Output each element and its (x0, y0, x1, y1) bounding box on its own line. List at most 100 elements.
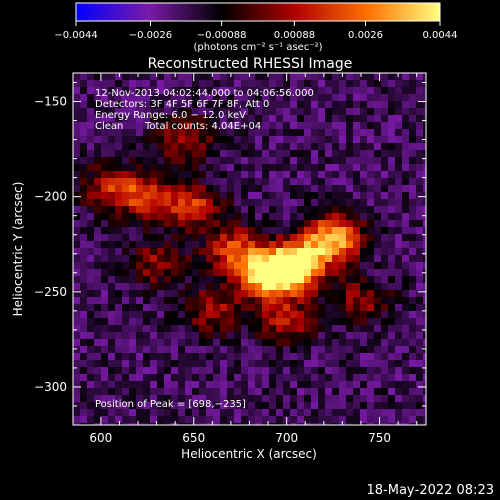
heatmap-cell (108, 248, 116, 256)
heatmap-cell (290, 115, 298, 123)
heatmap-cell (115, 87, 123, 95)
heatmap-cell (220, 234, 228, 242)
colorbar-tick-label: −0.0026 (129, 30, 172, 41)
heatmap-cell (346, 374, 354, 382)
heatmap-cell (276, 360, 284, 368)
heatmap-cell (276, 318, 284, 326)
heatmap-cell (115, 318, 123, 326)
heatmap-cell (332, 101, 340, 109)
heatmap-cell (416, 346, 424, 354)
heatmap-cell (241, 143, 249, 151)
heatmap-cell (339, 367, 347, 375)
heatmap-cell (129, 115, 137, 123)
heatmap-cell (234, 129, 242, 137)
heatmap-cell (122, 136, 130, 144)
heatmap-cell (213, 227, 221, 235)
heatmap-cell (367, 318, 375, 326)
heatmap-cell (423, 346, 426, 354)
chart-title: Reconstructed RHESSI Image (148, 56, 353, 72)
heatmap-cell (73, 283, 81, 291)
heatmap-cell (409, 157, 417, 165)
heatmap-cell (332, 248, 340, 256)
heatmap-cell (136, 388, 144, 396)
heatmap-cell (150, 87, 158, 95)
heatmap-cell (178, 388, 186, 396)
heatmap-cell (346, 423, 354, 425)
heatmap-cell (164, 213, 172, 221)
heatmap-cell (374, 339, 382, 347)
heatmap-cell (304, 248, 312, 256)
heatmap-cell (122, 290, 130, 298)
heatmap-cell (332, 227, 340, 235)
heatmap-cell (346, 276, 354, 284)
heatmap-cell (255, 129, 263, 137)
heatmap-cell (143, 416, 151, 424)
heatmap-cell (304, 199, 312, 207)
heatmap-cell (332, 353, 340, 361)
heatmap-cell (129, 129, 137, 137)
heatmap-cell (381, 171, 389, 179)
heatmap-cell (164, 353, 172, 361)
heatmap-cell (248, 402, 256, 410)
heatmap-cell (185, 409, 193, 417)
heatmap-cell (94, 150, 102, 158)
heatmap-cell (129, 297, 137, 305)
heatmap-cell (80, 234, 88, 242)
heatmap-cell (381, 213, 389, 221)
heatmap-cell (360, 73, 368, 81)
heatmap-cell (80, 87, 88, 95)
heatmap-cell (276, 339, 284, 347)
heatmap-cell (136, 192, 144, 200)
heatmap-cell (318, 381, 326, 389)
heatmap-cell (192, 101, 200, 109)
heatmap-cell (178, 129, 186, 137)
heatmap-cell (213, 269, 221, 277)
heatmap-cell (269, 164, 277, 172)
heatmap-cell (206, 255, 214, 263)
heatmap-cell (360, 213, 368, 221)
heatmap-cell (283, 346, 291, 354)
heatmap-cell (402, 213, 410, 221)
heatmap-cell (304, 423, 312, 425)
heatmap-cell (346, 353, 354, 361)
heatmap-cell (353, 262, 361, 270)
heatmap-cell (122, 248, 130, 256)
heatmap-cell (213, 80, 221, 88)
heatmap-cell (101, 353, 109, 361)
heatmap-cell (395, 325, 403, 333)
heatmap-cell (94, 115, 102, 123)
heatmap-cell (122, 73, 130, 81)
heatmap-cell (409, 269, 417, 277)
heatmap-cell (311, 346, 319, 354)
heatmap-cell (213, 297, 221, 305)
heatmap-cell (374, 346, 382, 354)
heatmap-cell (339, 276, 347, 284)
heatmap-cell (311, 157, 319, 165)
heatmap-cell (290, 304, 298, 312)
heatmap-cell (178, 346, 186, 354)
heatmap-cell (395, 164, 403, 172)
heatmap-cell (122, 122, 130, 130)
heatmap-cell (262, 325, 270, 333)
heatmap-cell (164, 416, 172, 424)
detectors-annotation: Detectors: 3F 4F 5F 6F 7F 8F, Att 0 (95, 99, 269, 110)
heatmap-cell (339, 241, 347, 249)
heatmap-cell (262, 318, 270, 326)
heatmap-cell (157, 416, 165, 424)
heatmap-cell (227, 255, 235, 263)
heatmap-cell (185, 136, 193, 144)
heatmap-cell (136, 318, 144, 326)
heatmap-cell (157, 381, 165, 389)
heatmap-cell (262, 220, 270, 228)
heatmap-cell (185, 262, 193, 270)
heatmap-cell (199, 283, 207, 291)
heatmap-cell (227, 143, 235, 151)
heatmap-cell (290, 108, 298, 116)
x-tick-label: 650 (182, 431, 205, 445)
heatmap-cell (178, 248, 186, 256)
heatmap-cell (213, 367, 221, 375)
y-tick-label: −200 (34, 190, 67, 204)
heatmap-cell (269, 360, 277, 368)
heatmap-cell (381, 325, 389, 333)
heatmap-cell (262, 332, 270, 340)
